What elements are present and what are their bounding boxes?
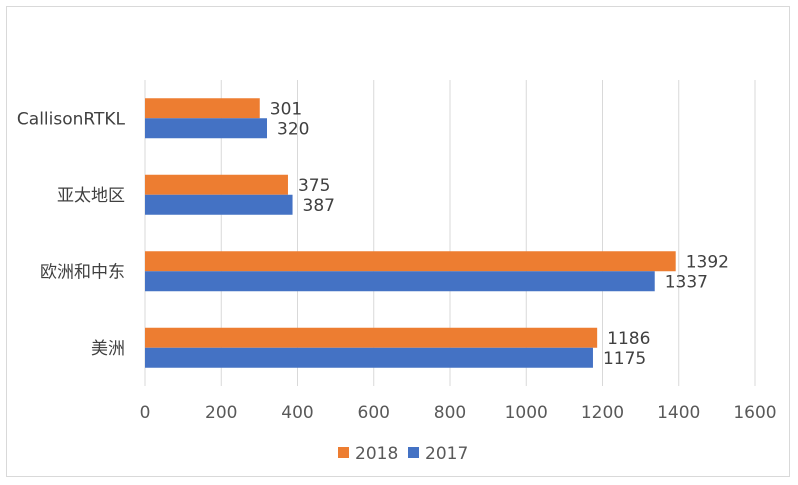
bar-2017 [145,194,293,215]
data-label-2018: 1186 [607,329,650,349]
category-label: 亚太地区 [57,186,125,206]
bar-2017 [145,118,267,139]
legend-swatch-2018 [338,447,349,458]
x-tick-label: 400 [281,403,313,423]
data-label-2018: 301 [270,99,302,119]
chart-frame [6,6,790,477]
data-label-2018: 1392 [686,252,729,272]
legend: 2018 2017 [338,444,468,464]
legend-label-2018: 2018 [355,444,398,464]
x-tick-label: 1600 [733,403,776,423]
bar-2017 [145,271,655,292]
bar-2018 [145,174,288,195]
x-axis-ticks: 0 200 400 600 800 1000 1200 1400 1600 [140,403,777,423]
x-tick-label: 1000 [505,403,548,423]
legend-swatch-2017 [408,447,419,458]
legend-label-2017: 2017 [425,444,468,464]
bar-2017 [145,347,593,368]
x-tick-label: 1400 [657,403,700,423]
category-label: CallisonRTKL [17,109,126,129]
category-label: 欧洲和中东 [40,262,125,282]
x-tick-label: 200 [205,403,237,423]
x-tick-label: 1200 [581,403,624,423]
data-label-2017: 1175 [603,349,646,369]
bar-2018 [145,98,260,119]
bars [145,98,676,368]
data-label-2017: 387 [303,196,335,216]
data-label-2018: 375 [298,176,330,196]
category-label: 美洲 [91,339,125,359]
data-label-2017: 320 [277,119,309,139]
data-label-2017: 1337 [665,272,708,292]
bar-2018 [145,327,598,348]
x-tick-label: 800 [434,403,466,423]
x-tick-label: 0 [140,403,151,423]
x-tick-label: 600 [358,403,390,423]
bar-2018 [145,251,676,272]
